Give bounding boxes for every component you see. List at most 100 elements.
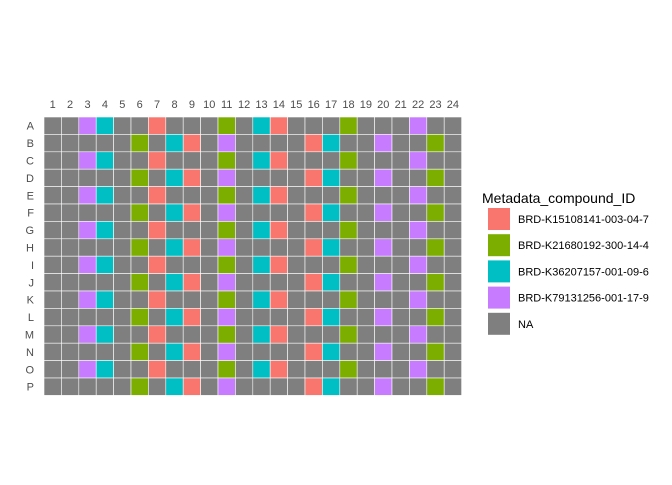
- well-J20: [374, 273, 393, 292]
- well-F18: [339, 203, 358, 222]
- well-O9: [182, 360, 201, 379]
- well-H14: [269, 238, 288, 257]
- well-C15: [287, 151, 306, 170]
- well-F12: [235, 203, 254, 222]
- well-F5: [113, 203, 132, 222]
- well-E24: [443, 186, 462, 205]
- well-P11: [217, 377, 236, 396]
- well-L16: [304, 308, 323, 327]
- well-O7: [148, 360, 167, 379]
- well-F9: [182, 203, 201, 222]
- well-N8: [165, 342, 184, 361]
- well-O4: [95, 360, 114, 379]
- well-D19: [356, 168, 375, 187]
- well-G22: [409, 221, 428, 240]
- legend-key-1: [488, 234, 510, 257]
- well-N9: [182, 342, 201, 361]
- well-I24: [443, 255, 462, 274]
- well-A15: [287, 116, 306, 135]
- row-label-K: K: [27, 295, 35, 307]
- row-label-E: E: [27, 190, 34, 202]
- well-D8: [165, 168, 184, 187]
- well-B1: [43, 134, 62, 153]
- well-E2: [61, 186, 80, 205]
- well-G6: [130, 221, 149, 240]
- well-J5: [113, 273, 132, 292]
- well-E10: [200, 186, 219, 205]
- well-K2: [61, 290, 80, 309]
- well-H11: [217, 238, 236, 257]
- well-P14: [269, 377, 288, 396]
- well-P17: [322, 377, 341, 396]
- well-K22: [409, 290, 428, 309]
- well-O6: [130, 360, 149, 379]
- well-G14: [269, 221, 288, 240]
- well-I18: [339, 255, 358, 274]
- well-K19: [356, 290, 375, 309]
- well-L11: [217, 308, 236, 327]
- well-P18: [339, 377, 358, 396]
- well-P1: [43, 377, 62, 396]
- well-L5: [113, 308, 132, 327]
- well-H9: [182, 238, 201, 257]
- plate-grid: [43, 116, 462, 396]
- row-label-F: F: [27, 208, 34, 220]
- well-F2: [61, 203, 80, 222]
- well-K9: [182, 290, 201, 309]
- well-B24: [443, 134, 462, 153]
- well-E21: [391, 186, 410, 205]
- well-J7: [148, 273, 167, 292]
- well-C19: [356, 151, 375, 170]
- well-O2: [61, 360, 80, 379]
- well-F1: [43, 203, 62, 222]
- well-K6: [130, 290, 149, 309]
- well-C12: [235, 151, 254, 170]
- column-label-1: 1: [50, 99, 56, 111]
- column-label-10: 10: [203, 99, 215, 111]
- well-H16: [304, 238, 323, 257]
- well-E18: [339, 186, 358, 205]
- well-I4: [95, 255, 114, 274]
- well-P8: [165, 377, 184, 396]
- well-B18: [339, 134, 358, 153]
- well-N20: [374, 342, 393, 361]
- well-D2: [61, 168, 80, 187]
- well-N16: [304, 342, 323, 361]
- well-N21: [391, 342, 410, 361]
- legend-title: Metadata_compound_ID: [482, 190, 635, 206]
- well-G1: [43, 221, 62, 240]
- well-E11: [217, 186, 236, 205]
- well-C20: [374, 151, 393, 170]
- well-D15: [287, 168, 306, 187]
- well-A8: [165, 116, 184, 135]
- column-label-24: 24: [447, 99, 459, 111]
- well-L7: [148, 308, 167, 327]
- well-L10: [200, 308, 219, 327]
- column-labels: 1 2 3 4 5 6 7 8 9 10 11 12 13 14 15 16 17 18 19 20 21 22 23 24: [50, 99, 459, 111]
- well-J12: [235, 273, 254, 292]
- well-M20: [374, 325, 393, 344]
- row-label-O: O: [25, 364, 34, 376]
- well-A10: [200, 116, 219, 135]
- well-L24: [443, 308, 462, 327]
- well-B3: [78, 134, 97, 153]
- well-D16: [304, 168, 323, 187]
- well-P2: [61, 377, 80, 396]
- well-G16: [304, 221, 323, 240]
- well-E14: [269, 186, 288, 205]
- well-H20: [374, 238, 393, 257]
- well-E8: [165, 186, 184, 205]
- well-L17: [322, 308, 341, 327]
- column-label-17: 17: [325, 99, 337, 111]
- well-F21: [391, 203, 410, 222]
- well-N24: [443, 342, 462, 361]
- well-G11: [217, 221, 236, 240]
- well-F4: [95, 203, 114, 222]
- well-N10: [200, 342, 219, 361]
- well-J2: [61, 273, 80, 292]
- well-H6: [130, 238, 149, 257]
- well-G3: [78, 221, 97, 240]
- row-label-I: I: [31, 260, 34, 272]
- well-E5: [113, 186, 132, 205]
- well-C2: [61, 151, 80, 170]
